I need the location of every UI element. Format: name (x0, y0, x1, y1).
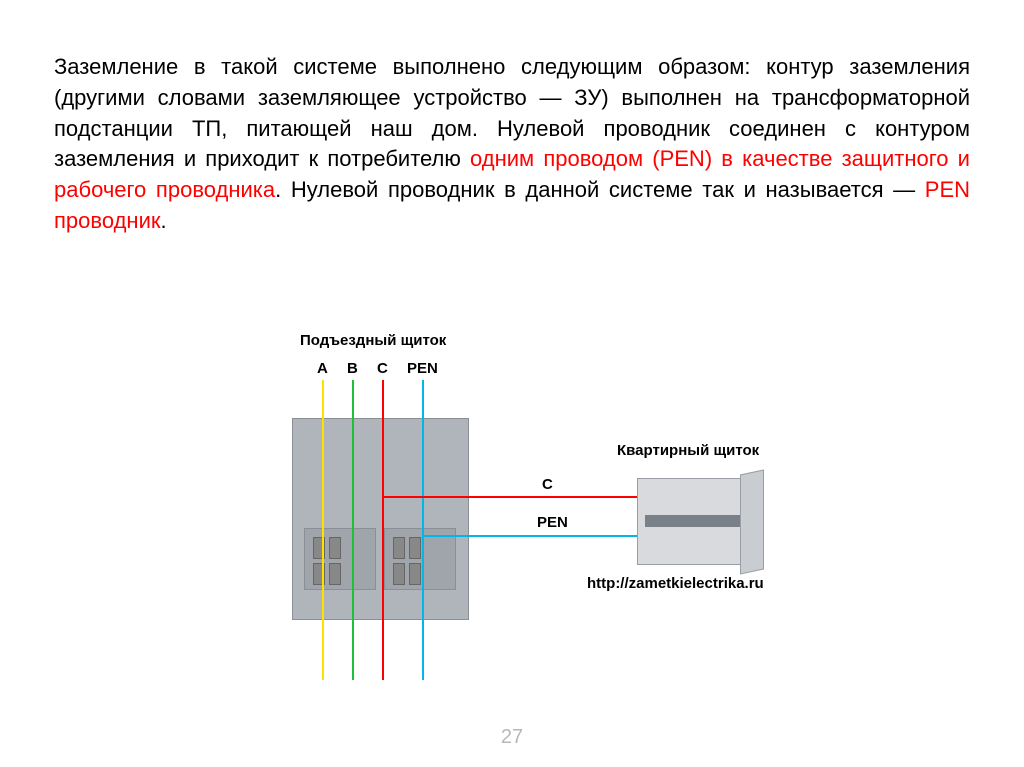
label-B: B (347, 360, 358, 377)
mid-label-C: C (542, 476, 553, 493)
small-panel-title: Квартирный щиток (617, 442, 759, 459)
wire-PEN-horizontal (422, 535, 647, 537)
para-seg-3: . (160, 208, 166, 233)
wire-A-vertical (322, 380, 324, 680)
source-url: http://zametkielectrika.ru (587, 575, 764, 592)
wire-C-vertical (382, 380, 384, 680)
breaker-icon (409, 563, 421, 585)
wire-PEN-vertical (422, 380, 424, 680)
wiring-diagram: Подъездный щиток A B C PEN C PEN (262, 330, 782, 690)
apartment-panel-door (740, 469, 764, 574)
breaker-icon (409, 537, 421, 559)
wire-B-vertical (352, 380, 354, 680)
wire-C-horizontal (382, 496, 647, 498)
mid-label-PEN: PEN (537, 514, 568, 531)
body-paragraph: Заземление в такой системе выполнено сле… (54, 52, 970, 237)
page-number: 27 (0, 726, 1024, 749)
breaker-icon (393, 563, 405, 585)
apartment-panel-slot (645, 515, 749, 527)
main-panel-inner-right (384, 528, 456, 590)
breaker-icon (329, 537, 341, 559)
main-panel-title: Подъездный щиток (300, 332, 446, 349)
label-A: A (317, 360, 328, 377)
para-seg-2: . Нулевой проводник в данной системе так… (275, 177, 925, 202)
breaker-icon (329, 563, 341, 585)
slide-page: Заземление в такой системе выполнено сле… (0, 0, 1024, 767)
main-panel-inner-left (304, 528, 376, 590)
breaker-icon (393, 537, 405, 559)
label-C: C (377, 360, 388, 377)
label-PEN: PEN (407, 360, 438, 377)
